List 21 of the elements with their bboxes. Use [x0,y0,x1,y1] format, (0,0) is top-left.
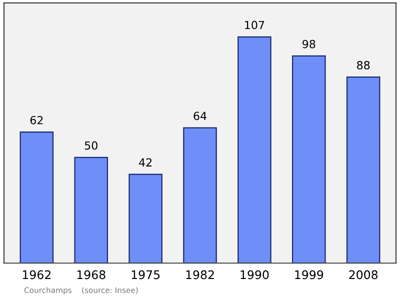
x-tick-label: 1999 [295,270,324,280]
bar [74,156,108,264]
bar [292,55,326,264]
data-label: 64 [194,112,206,120]
bar [128,174,162,264]
data-label: 88 [357,60,370,70]
bar [238,36,272,264]
x-tick-label: 1975 [132,270,160,280]
data-label: 107 [245,20,264,30]
data-label: 98 [302,40,316,48]
x-tick-label: 1962 [22,270,51,280]
data-label: 50 [84,141,98,150]
x-tick-label: 2008 [349,270,378,280]
x-tick-label: 1968 [77,270,106,280]
data-label: 62 [30,116,43,124]
data-label: 42 [139,158,152,166]
x-tick-label: 1990 [240,270,269,280]
bar [20,131,54,264]
x-tick-label: 1982 [186,270,214,280]
bar [183,127,217,264]
bar [346,76,380,264]
